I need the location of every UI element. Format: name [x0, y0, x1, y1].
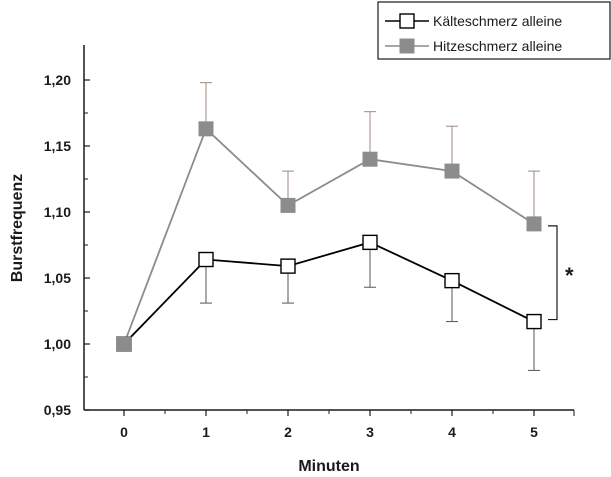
legend-entry-heat: Hitzeschmerz alleine [385, 38, 562, 54]
data-point-heat [198, 121, 214, 137]
series-lines [123, 127, 535, 345]
x-tick-label: 5 [530, 424, 538, 440]
data-point-heat [362, 151, 378, 167]
y-tick-label: 1,10 [44, 204, 71, 220]
x-tick-label: 3 [366, 424, 374, 440]
y-axis-title: Burstfrequenz [9, 174, 26, 282]
ticks: 0,95 1,00 1,05 1,10 1,15 1,20 0 1 2 3 4 5 [44, 72, 575, 440]
y-tick-label: 1,00 [44, 336, 71, 352]
legend-box [377, 1, 611, 60]
y-tick-label: 1,15 [44, 138, 71, 154]
significance-bracket: * [548, 225, 574, 321]
data-point-heat [116, 336, 132, 352]
data-point-heat [444, 163, 460, 179]
legend-label-cold: Kälteschmerz alleine [433, 13, 562, 29]
data-point-heat [526, 216, 542, 232]
error-bars [200, 82, 540, 371]
data-point-cold [198, 251, 214, 268]
legend-entry-cold: Kälteschmerz alleine [385, 13, 562, 29]
data-point-cold [526, 313, 542, 330]
significance-bracket-line [548, 225, 558, 321]
series-markers [116, 121, 542, 352]
x-tick-label: 2 [284, 424, 292, 440]
series-line-heat [123, 127, 535, 345]
legend-label-heat: Hitzeschmerz alleine [433, 38, 562, 54]
data-point-cold [280, 258, 296, 274]
y-tick-label: 0,95 [44, 402, 71, 418]
legend-marker-open-square [399, 13, 415, 29]
x-tick-label: 0 [120, 424, 128, 440]
legend-marker-filled-square [399, 38, 415, 54]
x-tick-label: 4 [448, 424, 456, 440]
axes [83, 45, 574, 411]
x-axis-title: Minuten [298, 458, 359, 475]
data-point-heat [280, 197, 296, 213]
significance-star: * [565, 263, 574, 288]
data-point-cold [362, 234, 378, 251]
legend: Kälteschmerz alleine Hitzeschmerz allein… [377, 1, 611, 60]
x-tick-label: 1 [202, 424, 210, 440]
y-tick-label: 1,20 [44, 72, 71, 88]
series-line-cold [123, 241, 535, 345]
y-tick-label: 1,05 [44, 270, 71, 286]
data-point-cold [444, 272, 460, 289]
